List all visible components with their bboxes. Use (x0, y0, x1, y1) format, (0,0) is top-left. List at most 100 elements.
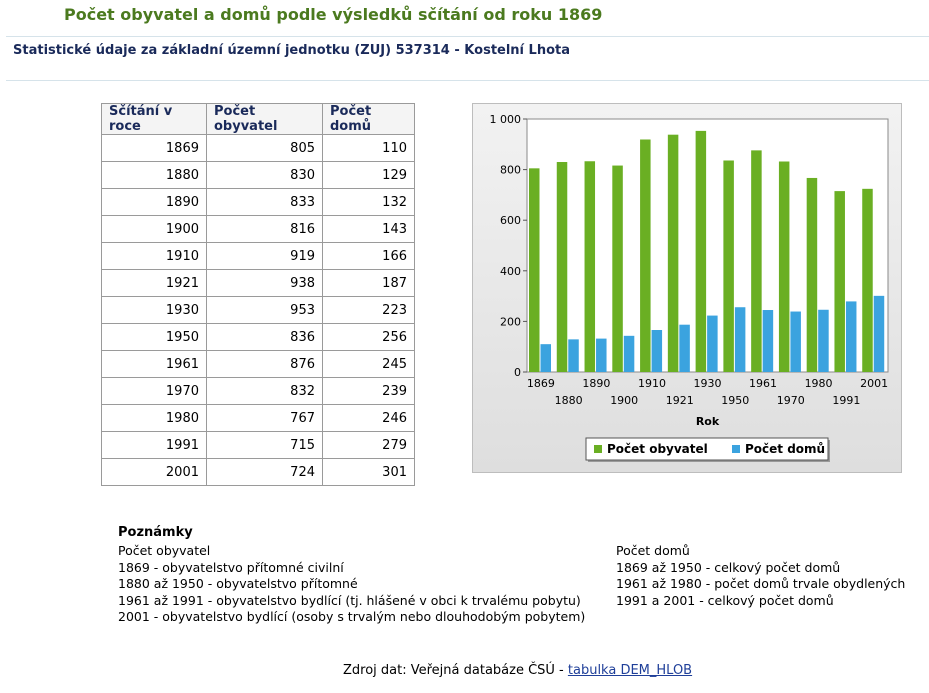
table-row: 1880 830 129 (101, 161, 415, 189)
x-tick-label: 1950 (721, 394, 749, 407)
x-tick-label: 1970 (777, 394, 805, 407)
bar-population (556, 162, 568, 372)
cell-houses: 132 (322, 188, 415, 216)
cell-population: 816 (206, 215, 323, 243)
cell-houses: 301 (322, 458, 415, 486)
bar-population (723, 160, 734, 372)
bar-houses (651, 330, 663, 372)
bar-population (529, 168, 540, 372)
note-line: 1961 až 1991 - obyvatelstvo bydlící (tj.… (118, 592, 581, 608)
cell-houses: 110 (322, 134, 415, 162)
bar-houses (568, 339, 579, 372)
cell-houses: 239 (322, 377, 415, 405)
title-divider (6, 36, 929, 37)
note-line: 1991 a 2001 - celkový počet domů (616, 592, 834, 608)
table-row: 1890 833 132 (101, 188, 415, 216)
note-line: Počet obyvatel (118, 543, 211, 558)
y-tick-label: 800 (500, 164, 521, 177)
x-tick-label: 1880 (555, 394, 583, 407)
chart-panel: 0 200 400 600 800 1 000 1869 1880 1890 1900 1910 19… (472, 103, 902, 473)
table-row: 1991 715 279 (101, 431, 415, 459)
data-source: Zdroj dat: Veřejná databáze ČSÚ - tabulk… (343, 663, 692, 678)
cell-population: 836 (206, 323, 323, 351)
cell-houses: 256 (322, 323, 415, 351)
bar-population (834, 191, 845, 372)
bar-houses (540, 344, 551, 372)
table-row: 1970 832 239 (101, 377, 415, 405)
cell-houses: 143 (322, 215, 415, 243)
notes-right-column: Počet domů 1869 až 1950 - celkový počet d… (616, 543, 905, 609)
table-row: 1930 953 223 (101, 296, 415, 324)
bar-population (640, 139, 651, 372)
cell-houses: 166 (322, 242, 415, 270)
cell-population: 767 (206, 404, 323, 432)
cell-population: 919 (206, 242, 323, 270)
cell-year: 1930 (101, 296, 207, 324)
note-line: 1869 - obyvatelstvo přítomné civilní (118, 559, 344, 575)
note-line: 1869 až 1950 - celkový počet domů (616, 559, 841, 575)
cell-year: 1921 (101, 269, 207, 297)
bar-population (584, 161, 596, 372)
cell-population: 805 (206, 134, 323, 162)
note-line: Počet domů (616, 543, 690, 558)
table-row: 1921 938 187 (101, 269, 415, 297)
cell-population: 953 (206, 296, 323, 324)
x-tick-label: 1921 (666, 394, 694, 407)
table-row: 1950 836 256 (101, 323, 415, 351)
census-table: Sčítání v roce Počet obyvatel Počet domů… (101, 103, 415, 486)
cell-population: 830 (206, 161, 323, 189)
table-row: 1961 876 245 (101, 350, 415, 378)
cell-year: 1970 (101, 377, 207, 405)
y-tick-label: 400 (500, 265, 521, 278)
note-line: 1880 až 1950 - obyvatelstvo přítomné (118, 576, 358, 591)
bar-population (862, 188, 873, 372)
y-tick-label: 0 (514, 366, 521, 379)
cell-year: 2001 (101, 458, 207, 486)
cell-year: 1869 (101, 134, 207, 162)
page-title: Počet obyvatel a domů podle výsledků sčí… (64, 5, 603, 24)
y-tick-label: 200 (500, 315, 521, 328)
header-census-year: Sčítání v roce (101, 103, 207, 135)
x-tick-label: 1890 (582, 377, 610, 390)
table-row: 2001 724 301 (101, 458, 415, 486)
bar-houses (707, 315, 718, 372)
x-tick-label: 1980 (805, 377, 833, 390)
bar-houses (873, 295, 885, 372)
header-population: Počet obyvatel (206, 103, 323, 135)
legend-swatch (732, 445, 740, 453)
source-link[interactable]: tabulka DEM_HLOB (567, 663, 693, 678)
table-row: 1900 816 143 (101, 215, 415, 243)
x-tick-label: 2001 (860, 377, 888, 390)
page-subtitle: Statistické údaje za základní územní jed… (13, 43, 570, 58)
x-axis-title: Rok (696, 415, 720, 428)
y-tick-label: 1 000 (490, 113, 522, 126)
x-tick-label: 1869 (527, 377, 555, 390)
bar-houses (679, 324, 690, 372)
x-tick-label: 1991 (832, 394, 860, 407)
cell-year: 1880 (101, 161, 207, 189)
legend-swatch (594, 445, 602, 453)
cell-population: 724 (206, 458, 323, 486)
table-header-row: Sčítání v roce Počet obyvatel Počet domů (101, 103, 415, 135)
x-tick-label: 1930 (694, 377, 722, 390)
bar-population (667, 134, 679, 372)
cell-year: 1961 (101, 350, 207, 378)
cell-year: 1890 (101, 188, 207, 216)
cell-houses: 245 (322, 350, 415, 378)
cell-year: 1991 (101, 431, 207, 459)
legend-box (585, 437, 829, 461)
cell-population: 832 (206, 377, 323, 405)
cell-houses: 187 (322, 269, 415, 297)
legend-label: Počet obyvatel (607, 442, 708, 456)
cell-year: 1910 (101, 242, 207, 270)
cell-population: 715 (206, 431, 323, 459)
bar-houses (596, 338, 607, 372)
note-line: 2001 - obyvatelstvo bydlící (osoby s trv… (118, 609, 586, 624)
bar-houses (623, 335, 635, 372)
bar-houses (790, 311, 801, 372)
note-line: 1961 až 1980 - počet domů trvale obydlen… (616, 576, 906, 591)
x-tick-label: 1961 (749, 377, 777, 390)
source-prefix: Zdroj dat: Veřejná databáze ČSÚ - (343, 663, 568, 678)
notes-left-column: Počet obyvatel 1869 - obyvatelstvo přítom… (118, 543, 585, 626)
cell-year: 1900 (101, 215, 207, 243)
